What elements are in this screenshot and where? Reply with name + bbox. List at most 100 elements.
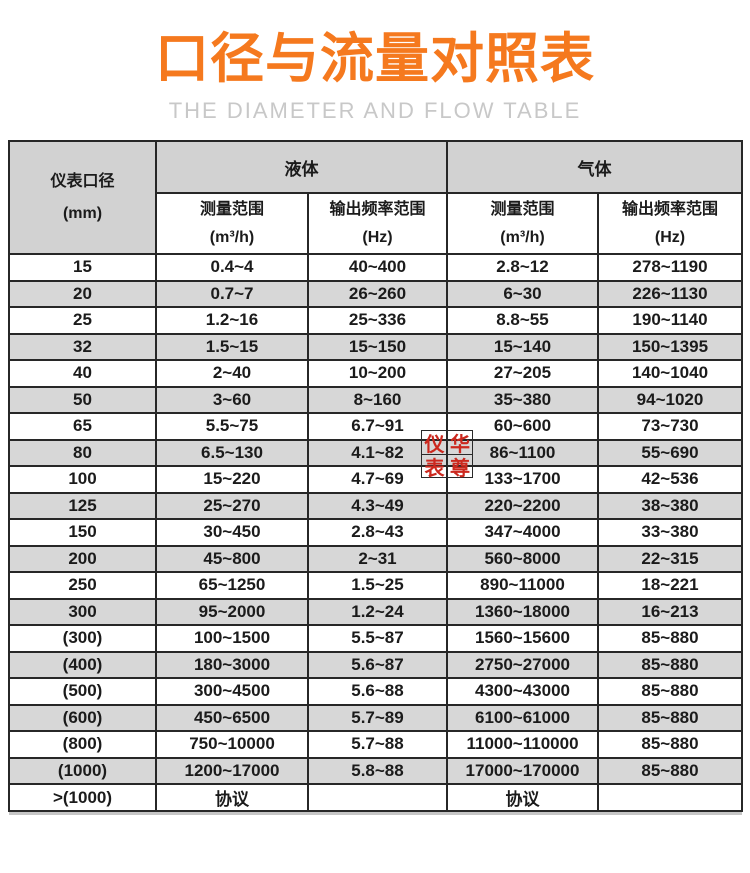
cell-liquid-range: 750~10000 (155, 730, 309, 759)
cell-liquid-range: 45~800 (155, 544, 309, 573)
cell-liquid-range: 25~270 (155, 491, 309, 520)
cell-gas-range: 560~8000 (446, 544, 599, 573)
cell-liquid-freq: 1.2~24 (307, 597, 448, 626)
cell-gas-freq: 278~1190 (597, 253, 743, 282)
col-header-liquid-freq: 输出频率范围 (Hz) (307, 192, 448, 255)
table-row: 100 15~220 4.7~69 133~1700 42~536 (8, 465, 743, 494)
cell-gas-freq (597, 783, 743, 812)
cell-liquid-range: 15~220 (155, 465, 309, 494)
col-header-diameter-unit: (mm) (62, 204, 103, 222)
cell-liquid-freq: 5.6~87 (307, 650, 448, 679)
cell-liquid-freq: 5.8~88 (307, 756, 448, 785)
cell-diameter: 125 (8, 491, 157, 520)
cell-diameter: 150 (8, 518, 157, 547)
cell-liquid-range: 450~6500 (155, 703, 309, 732)
cell-liquid-freq: 25~336 (307, 306, 448, 335)
cell-liquid-freq: 4.7~69 (307, 465, 448, 494)
cell-gas-freq: 226~1130 (597, 279, 743, 308)
cell-liquid-freq: 10~200 (307, 359, 448, 388)
table-row: 50 3~60 8~160 35~380 94~1020 (8, 385, 743, 414)
cell-diameter: (300) (8, 624, 157, 653)
cell-gas-range: 11000~110000 (446, 730, 599, 759)
table-row: 15 0.4~4 40~400 2.8~12 278~1190 (8, 253, 743, 282)
cell-gas-range: 133~1700 (446, 465, 599, 494)
cell-gas-freq: 85~880 (597, 730, 743, 759)
cell-diameter: 25 (8, 306, 157, 335)
cell-diameter: 20 (8, 279, 157, 308)
table-row: (800) 750~10000 5.7~88 11000~110000 85~880 (8, 730, 743, 759)
cell-diameter: 100 (8, 465, 157, 494)
watermark-char: 仪 (421, 430, 447, 456)
table-row: 40 2~40 10~200 27~205 140~1040 (8, 359, 743, 388)
cell-liquid-range: 300~4500 (155, 677, 309, 706)
cell-liquid-range: 65~1250 (155, 571, 309, 600)
col-header-liquid-range: 测量范围 (m³/h) (155, 192, 309, 255)
cell-gas-freq: 150~1395 (597, 332, 743, 361)
cell-liquid-range: 6.5~130 (155, 438, 309, 467)
cell-diameter: 65 (8, 412, 157, 441)
table-row: 125 25~270 4.3~49 220~2200 38~380 (8, 491, 743, 520)
cell-diameter: 15 (8, 253, 157, 282)
watermark-char: 华 (447, 430, 473, 456)
cell-diameter: (400) (8, 650, 157, 679)
cell-liquid-freq: 5.6~88 (307, 677, 448, 706)
freq-range-unit: (Hz) (362, 228, 393, 246)
cell-gas-freq: 85~880 (597, 650, 743, 679)
table-body: 15 0.4~4 40~400 2.8~12 278~1190 20 0.7~7 26~260… (8, 253, 743, 812)
cell-gas-freq: 38~380 (597, 491, 743, 520)
cell-liquid-freq: 2.8~43 (307, 518, 448, 547)
cell-liquid-range: 1.5~15 (155, 332, 309, 361)
table-row: 150 30~450 2.8~43 347~4000 33~380 (8, 518, 743, 547)
cell-liquid-range: 2~40 (155, 359, 309, 388)
freq-range-label: 输出频率范围 (621, 200, 718, 218)
cell-liquid-freq: 5.7~88 (307, 730, 448, 759)
cell-liquid-range: 0.7~7 (155, 279, 309, 308)
cell-gas-range: 220~2200 (446, 491, 599, 520)
cell-gas-range: 6100~61000 (446, 703, 599, 732)
cell-gas-freq: 140~1040 (597, 359, 743, 388)
col-header-diameter: 仪表口径 (mm) (8, 140, 157, 255)
freq-range-label: 输出频率范围 (329, 200, 426, 218)
col-header-liquid: 液体 (155, 140, 448, 194)
table-row: 250 65~1250 1.5~25 890~11000 18~221 (8, 571, 743, 600)
cell-liquid-range: 30~450 (155, 518, 309, 547)
sub-header-row: 测量范围 (m³/h) 输出频率范围 (Hz) 测量范围 (m³/h) 输出频率… (9, 192, 743, 255)
cell-liquid-range: 100~1500 (155, 624, 309, 653)
cell-gas-range: 1560~15600 (446, 624, 599, 653)
cell-diameter: 200 (8, 544, 157, 573)
cell-gas-freq: 190~1140 (597, 306, 743, 335)
cell-gas-range: 1360~18000 (446, 597, 599, 626)
cell-liquid-freq (307, 783, 448, 812)
cell-diameter: >(1000) (8, 783, 157, 812)
cell-gas-range: 27~205 (446, 359, 599, 388)
cell-liquid-freq: 2~31 (307, 544, 448, 573)
cell-gas-freq: 73~730 (597, 412, 743, 441)
cell-diameter: (800) (8, 730, 157, 759)
cell-diameter: (600) (8, 703, 157, 732)
cell-gas-freq: 22~315 (597, 544, 743, 573)
flow-table: 仪表口径 (mm) 液体 气体 测量范围 (m³/h) 输出频率范围 (Hz) … (8, 140, 743, 812)
cell-liquid-freq: 5.5~87 (307, 624, 448, 653)
brand-watermark: 仪 华 表 尊 (421, 430, 473, 480)
table-row: 300 95~2000 1.2~24 1360~18000 16~213 (8, 597, 743, 626)
cell-gas-freq: 85~880 (597, 677, 743, 706)
col-header-gas: 气体 (446, 140, 743, 194)
cell-gas-range: 2750~27000 (446, 650, 599, 679)
group-header-row: 仪表口径 (mm) 液体 气体 (8, 140, 743, 255)
cell-diameter: 50 (8, 385, 157, 414)
cell-gas-range: 8.8~55 (446, 306, 599, 335)
table-row: 80 6.5~130 4.1~82 86~1100 55~690 (8, 438, 743, 467)
cell-diameter: (1000) (8, 756, 157, 785)
cell-liquid-range: 0.4~4 (155, 253, 309, 282)
measure-range-unit: (m³/h) (500, 228, 545, 246)
page-subtitle: THE DIAMETER AND FLOW TABLE (168, 98, 582, 123)
watermark-char: 表 (421, 454, 447, 480)
cell-gas-freq: 18~221 (597, 571, 743, 600)
table-row: (1000) 1200~17000 5.8~88 17000~170000 85~880 (8, 756, 743, 785)
table-row: 20 0.7~7 26~260 6~30 226~1130 (8, 279, 743, 308)
cell-liquid-range: 1200~17000 (155, 756, 309, 785)
cell-gas-range: 890~11000 (446, 571, 599, 600)
col-header-gas-freq: 输出频率范围 (Hz) (597, 192, 743, 255)
cell-gas-range: 协议 (446, 783, 599, 812)
cell-gas-range: 17000~170000 (446, 756, 599, 785)
